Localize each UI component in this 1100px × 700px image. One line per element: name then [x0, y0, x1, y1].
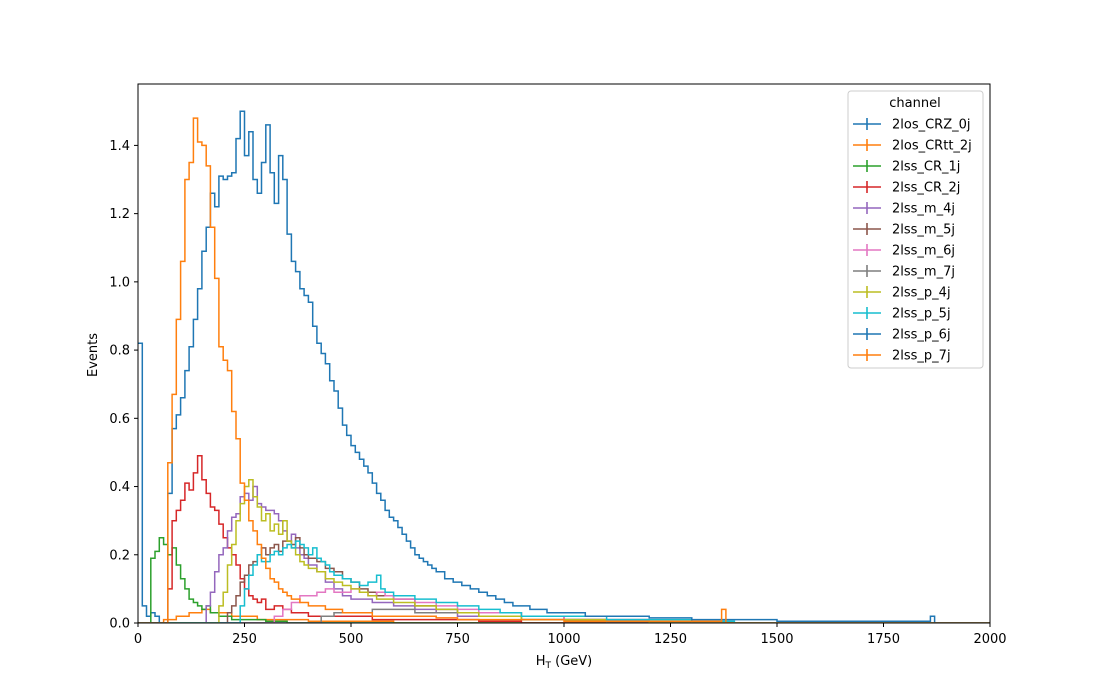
legend-entry-2lss_p_6j: 2lss_p_6j	[853, 328, 951, 343]
legend-entry-2lss_m_7j: 2lss_m_7j	[853, 265, 955, 280]
series-line-2lss_p_4j	[138, 478, 990, 623]
legend-label: 2los_CRZ_0j	[892, 118, 971, 133]
legend-box	[847, 90, 984, 369]
legend-entry-2lss_p_4j: 2lss_p_4j	[853, 286, 951, 301]
legend-label: 2lss_p_5j	[892, 307, 951, 322]
y-tick-label: 1.4	[109, 139, 130, 154]
legend-label: 2lss_m_7j	[892, 265, 955, 280]
legend-label: 2lss_p_4j	[892, 286, 951, 301]
x-tick-label: 0	[134, 632, 142, 647]
legend-entry-2lss_CR_2j: 2lss_CR_2j	[853, 181, 960, 196]
x-tick-label: 1750	[867, 632, 900, 647]
legend-entry-2los_CRZ_0j: 2los_CRZ_0j	[853, 118, 971, 133]
y-tick-label: 0.6	[109, 412, 130, 427]
legend-entry-2lss_CR_1j: 2lss_CR_1j	[853, 160, 960, 175]
y-tick-label: 1.2	[109, 207, 130, 222]
legend-entry-2lss_p_7j: 2lss_p_7j	[853, 349, 951, 364]
legend-entry-2lss_m_4j: 2lss_m_4j	[853, 202, 955, 217]
series-line-2lss_CR_2j	[138, 455, 990, 623]
x-tick-label: 1250	[654, 632, 687, 647]
legend-label: 2lss_p_7j	[892, 349, 951, 364]
legend-label: 2lss_CR_2j	[892, 181, 960, 196]
x-tick-label: 750	[445, 632, 470, 647]
legend-entry-2lss_m_6j: 2lss_m_6j	[853, 244, 955, 259]
series-line-2lss_CR_1j	[138, 536, 990, 623]
legend-label: 2los_CRtt_2j	[892, 139, 972, 154]
legend-label: 2lss_p_6j	[892, 328, 951, 343]
legend-label: 2lss_m_4j	[892, 202, 955, 217]
y-tick-label: 0.2	[109, 548, 130, 563]
y-axis-label: Events	[86, 333, 101, 377]
series-line-2lss_p_6j	[138, 110, 990, 623]
series-line-2los_CRZ_0j	[138, 342, 990, 623]
legend-label: 2lss_CR_1j	[892, 160, 960, 175]
x-tick-label: 250	[232, 632, 257, 647]
legend-label: 2lss_m_5j	[892, 223, 955, 238]
y-axis: 0.0 0.2 0.4 0.6 0.8 1.0 1.2 1.4	[109, 139, 138, 632]
x-axis-label: HT (GeV)	[536, 654, 593, 671]
y-tick-label: 1.0	[109, 275, 130, 290]
y-tick-label: 0.8	[109, 344, 130, 359]
legend-entry-2lss_m_5j: 2lss_m_5j	[853, 223, 955, 238]
series-line-2lss_p_7j	[138, 117, 990, 623]
x-tick-label: 1500	[760, 632, 793, 647]
y-tick-label: 0.4	[109, 480, 130, 495]
legend-items: 2los_CRZ_0j 2los_CRtt_2j 2lss_CR_1j 2lss_CR…	[853, 118, 972, 364]
x-tick-label: 2000	[973, 632, 1006, 647]
y-tick-label: 0.0	[109, 617, 130, 632]
legend-entry-2los_CRtt_2j: 2los_CRtt_2j	[853, 139, 972, 154]
x-axis: 0 250 500 750 1000 1250 1500 1750 2000	[134, 623, 1007, 647]
legend-entry-2lss_p_5j: 2lss_p_5j	[853, 307, 951, 322]
x-tick-label: 500	[339, 632, 364, 647]
legend-label: 2lss_m_6j	[892, 244, 955, 259]
legend-title: channel	[889, 96, 940, 111]
series-layer	[138, 110, 990, 623]
x-tick-label: 1000	[547, 632, 580, 647]
legend: channel 2los_CRZ_0j 2los_CRtt_2j 2lss_CR_1…	[847, 90, 984, 369]
